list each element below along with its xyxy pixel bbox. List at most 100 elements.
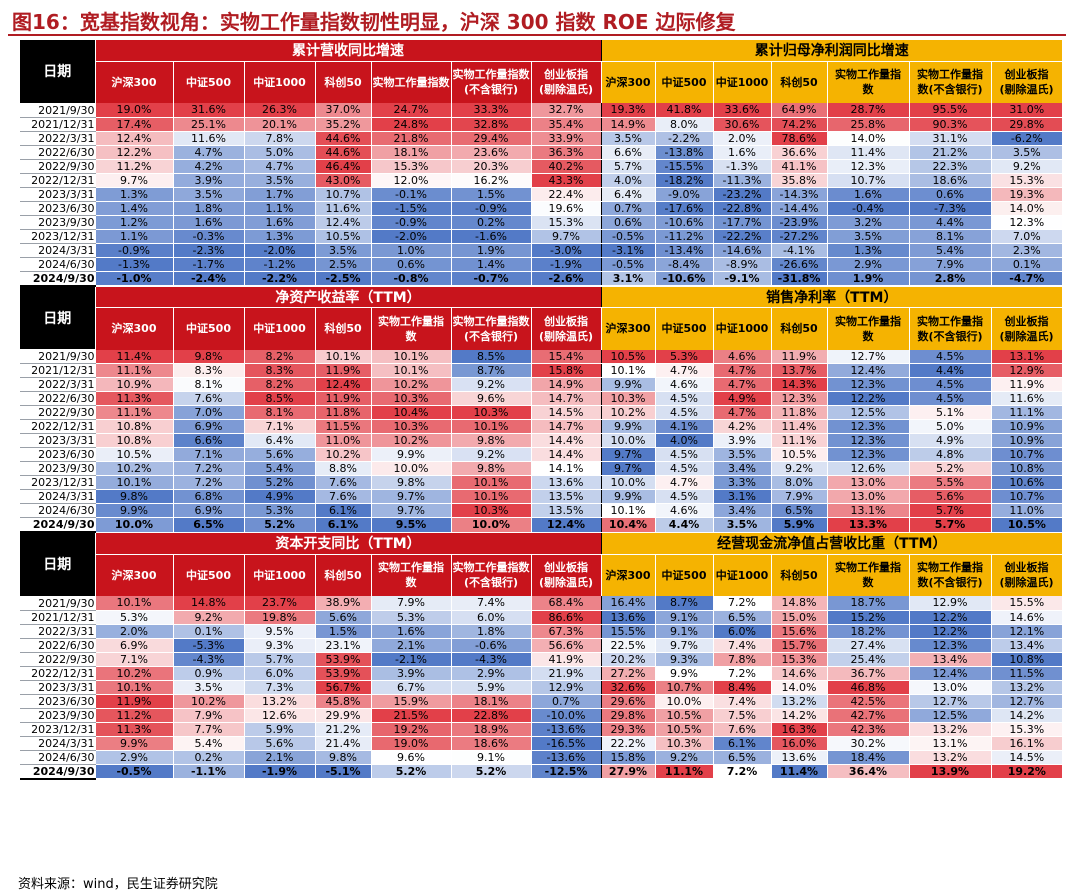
value-cell: 22.2% [600, 736, 656, 751]
value-cell: 9.8% [450, 461, 531, 476]
value-cell: 9.7% [370, 503, 451, 518]
value-cell: 3.5% [990, 145, 1063, 160]
value-cell: -1.3% [712, 159, 772, 174]
value-cell: 1.0% [370, 243, 451, 258]
value-cell: 12.3% [770, 391, 828, 406]
value-cell: 14.0% [826, 131, 910, 146]
value-cell: 14.5% [990, 750, 1063, 765]
value-cell: 18.1% [370, 145, 451, 160]
value-cell: 4.4% [908, 215, 992, 230]
value-cell: 8.5% [243, 391, 315, 406]
value-cell: 4.7% [172, 145, 244, 160]
value-cell: 1.9% [826, 271, 910, 286]
value-cell: 12.4% [530, 517, 602, 533]
value-cell: 12.5% [908, 708, 992, 723]
value-cell: 10.2% [94, 666, 173, 681]
value-cell: 10.5% [314, 229, 371, 244]
value-cell: 4.8% [908, 447, 992, 462]
value-cell: 10.7% [990, 447, 1063, 462]
value-cell: 53.9% [314, 666, 371, 681]
value-cell: 14.0% [770, 680, 828, 695]
value-cell: 6.4% [243, 433, 315, 448]
value-cell: -9.0% [654, 187, 714, 202]
value-cell: 11.9% [990, 377, 1063, 392]
value-cell: -18.2% [654, 173, 714, 188]
date-cell: 2023/3/31 [20, 680, 95, 695]
value-cell: 9.8% [94, 489, 173, 504]
value-cell: -0.4% [826, 201, 910, 216]
value-cell: -9.1% [712, 271, 772, 286]
value-cell: 25.4% [826, 652, 910, 667]
value-cell: 14.6% [990, 610, 1063, 625]
value-cell: 15.2% [826, 610, 910, 625]
value-cell: 11.0% [990, 503, 1063, 518]
value-cell: -8.9% [712, 257, 772, 272]
column-header: 创业板指 (剔除温氏) [531, 61, 602, 103]
value-cell: 7.2% [712, 764, 772, 779]
value-cell: 5.0% [908, 419, 992, 434]
value-cell: 4.4% [908, 363, 992, 378]
value-cell: 12.3% [826, 433, 910, 448]
value-cell: -2.3% [172, 243, 244, 258]
table-row: 2023/9/30 1.2% 1.6% 1.6% 12.4% -0.9% 0.2% 15.3%… [20, 215, 1063, 230]
value-cell: 13.2% [908, 722, 992, 737]
column-header: 中证500 [173, 61, 245, 103]
value-cell: 19.0% [94, 103, 173, 118]
section-title-left: 净资产收益率（TTM） [95, 286, 602, 308]
value-cell: 12.9% [530, 680, 602, 695]
table-row: 2023/3/31 1.3% 3.5% 1.7% 10.7% -0.1% 1.5% 22.4%… [20, 187, 1063, 202]
value-cell: 12.4% [94, 131, 173, 146]
value-cell: 10.5% [770, 447, 828, 462]
column-header: 实物工作量指数(不含银行) [909, 61, 992, 103]
column-header: 创业板指 (剔除温氏) [531, 307, 602, 350]
value-cell: 9.9% [654, 666, 714, 681]
value-cell: 4.7% [712, 405, 772, 420]
value-cell: 32.6% [600, 680, 656, 695]
value-cell: 13.0% [826, 489, 910, 504]
value-cell: 56.6% [530, 638, 602, 653]
value-cell: -17.7% [712, 215, 772, 230]
value-cell: 13.1% [826, 503, 910, 518]
value-cell: 46.8% [826, 680, 910, 695]
value-cell: 30.6% [712, 117, 772, 132]
column-header: 科创50 [771, 61, 828, 103]
value-cell: 22.4% [530, 187, 602, 202]
value-cell: 5.7% [908, 517, 992, 533]
value-cell: 10.0% [600, 475, 656, 490]
value-cell: 20.3% [450, 159, 531, 174]
value-cell: 10.1% [450, 489, 531, 504]
value-cell: 13.1% [990, 349, 1063, 364]
value-cell: 32.7% [530, 103, 602, 118]
value-cell: 19.2% [990, 764, 1063, 779]
table-row: 2022/12/31 10.2% 0.9% 6.0% 53.9% 3.9% 2.9% 21.9… [20, 666, 1063, 681]
value-cell: 0.7% [530, 694, 602, 709]
value-cell: 13.1% [908, 736, 992, 751]
value-cell: 10.3% [370, 391, 451, 406]
table-block-3: 日期 资本开支同比（TTM） 经营现金流净值占营收比重（TTM） 沪深300 中证500… [20, 533, 1063, 780]
value-cell: 2.9% [826, 257, 910, 272]
value-cell: 40.2% [530, 159, 602, 174]
date-cell: 2024/9/30 [20, 271, 95, 287]
table-row: 2022/3/31 10.9% 8.1% 8.2% 12.4% 10.2% 9.2% 14.9… [20, 377, 1063, 392]
value-cell: 10.4% [600, 517, 656, 533]
value-cell: -13.6% [530, 750, 602, 765]
column-header: 中证1000 [244, 554, 316, 596]
value-cell: 1.3% [94, 187, 173, 202]
table-row: 2023/12/31 10.1% 7.2% 5.2% 7.6% 9.8% 10.1% 13.6… [20, 475, 1063, 490]
value-cell: 33.3% [450, 103, 531, 118]
value-cell: 10.4% [370, 405, 451, 420]
value-cell: 7.4% [450, 596, 531, 611]
value-cell: 11.1% [94, 405, 173, 420]
date-column-header: 日期 [20, 533, 96, 597]
value-cell: 7.4% [712, 694, 772, 709]
column-header: 创业板指 (剔除温氏) [991, 61, 1063, 103]
value-cell: 12.9% [908, 596, 992, 611]
value-cell: 4.2% [712, 419, 772, 434]
value-cell: 7.8% [243, 131, 315, 146]
value-cell: 5.4% [908, 243, 992, 258]
value-cell: 22.5% [600, 638, 656, 653]
table-row: 2022/12/31 9.7% 3.9% 3.5% 43.0% 12.0% 16.2% 43.… [20, 173, 1063, 188]
value-cell: 8.4% [712, 680, 772, 695]
value-cell: 44.6% [314, 145, 371, 160]
value-cell: 31.1% [908, 131, 992, 146]
